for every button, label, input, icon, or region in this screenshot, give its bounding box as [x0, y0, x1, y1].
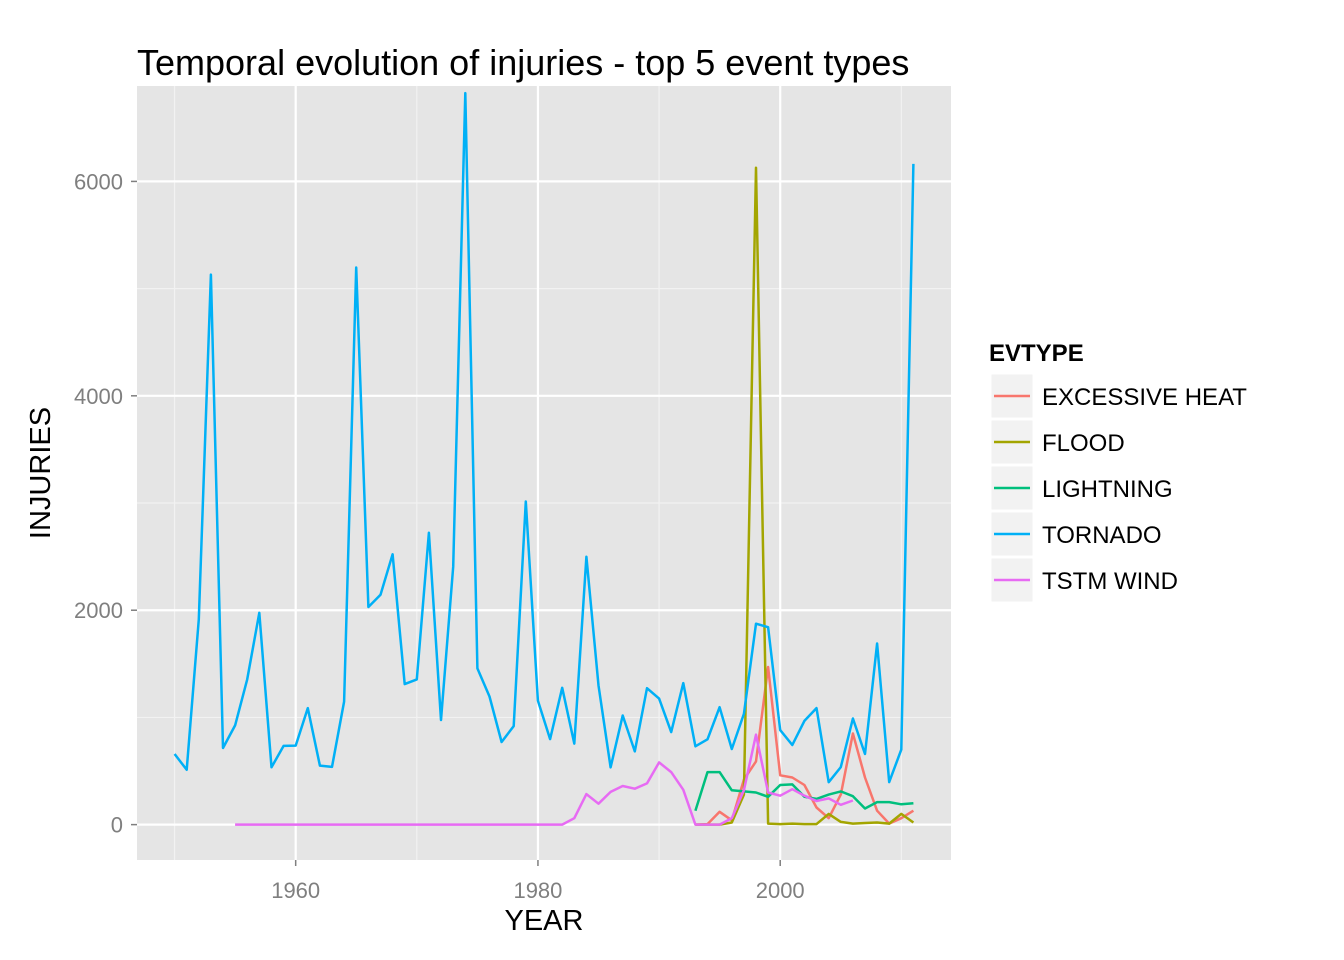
x-tick-label: 2000 [756, 878, 805, 903]
y-tick-label: 0 [111, 813, 123, 838]
legend-items: EXCESSIVE HEAT FLOOD LIGHTNING TORNADO TSTM … [990, 373, 1247, 603]
legend-item-excessive-heat: EXCESSIVE HEAT [990, 373, 1247, 419]
series-line-flood [695, 166, 915, 826]
series-line-tstm-wind [235, 733, 854, 826]
legend-label: LIGHTNING [1042, 476, 1173, 503]
legend-title: EVTYPE [989, 340, 1084, 367]
y-tick-label: 4000 [74, 384, 123, 409]
legend-item-lightning: LIGHTNING [990, 465, 1173, 511]
plot-panel [137, 86, 951, 860]
legend-item-flood: FLOOD [990, 419, 1125, 465]
chart-title: Temporal evolution of injuries - top 5 e… [137, 42, 909, 83]
legend-label: EXCESSIVE HEAT [1042, 384, 1247, 411]
legend-label: TORNADO [1042, 522, 1162, 549]
legend-item-tornado: TORNADO [990, 511, 1162, 557]
x-axis-title: YEAR [505, 905, 584, 937]
y-tick-label: 6000 [74, 169, 123, 194]
x-axis-ticks: 1960 1980 2000 [271, 860, 805, 903]
series-lines [173, 91, 915, 826]
x-tick-label: 1980 [513, 878, 562, 903]
legend-label: TSTM WIND [1042, 568, 1178, 595]
y-axis-title: INJURIES [25, 407, 57, 539]
x-tick-label: 1960 [271, 878, 320, 903]
legend-item-tstm-wind: TSTM WIND [990, 557, 1178, 603]
series-line-tornado [173, 91, 915, 784]
y-tick-label: 2000 [74, 598, 123, 623]
y-axis-ticks: 0 2000 4000 6000 [74, 169, 137, 838]
minor-gridlines [137, 86, 951, 860]
legend: EVTYPE EXCESSIVE HEAT FLOOD LIGHTNING TORNA… [989, 340, 1247, 603]
legend-label: FLOOD [1042, 430, 1125, 457]
